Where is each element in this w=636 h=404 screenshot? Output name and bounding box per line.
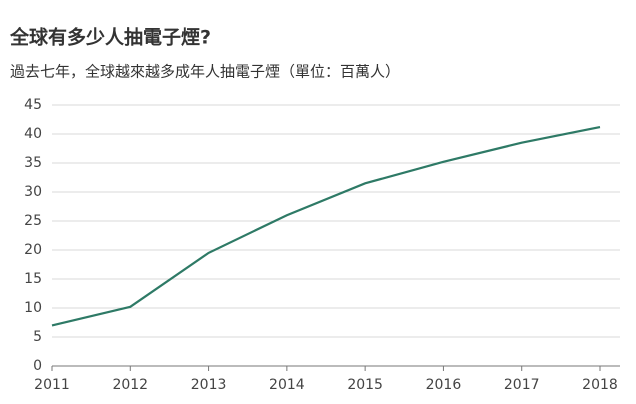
y-tick-label: 35 <box>24 155 42 171</box>
chart-title: 全球有多少人抽電子煙? <box>9 26 211 49</box>
x-tick-label: 2011 <box>34 377 70 393</box>
x-tick-label: 2015 <box>347 377 383 393</box>
chart-subtitle: 過去七年，全球越來越多成年人抽電子煙（單位：百萬人） <box>10 63 400 81</box>
x-tick-label: 2012 <box>112 377 148 393</box>
x-tick-label: 2017 <box>504 377 540 393</box>
y-tick-label: 30 <box>24 184 42 200</box>
y-tick-label: 15 <box>24 271 42 287</box>
x-tick-label: 2018 <box>582 377 618 393</box>
y-tick-label: 20 <box>24 242 42 258</box>
x-tick-label: 2013 <box>191 377 227 393</box>
y-tick-label: 5 <box>33 329 42 345</box>
y-tick-label: 25 <box>24 213 42 229</box>
data-line <box>51 125 601 327</box>
x-tick-label: 2016 <box>426 377 462 393</box>
y-tick-label: 45 <box>24 97 42 113</box>
y-tick-label: 10 <box>24 300 42 316</box>
y-tick-label: 0 <box>33 358 42 374</box>
y-tick-label: 40 <box>24 126 42 142</box>
x-tick-label: 2014 <box>269 377 305 393</box>
